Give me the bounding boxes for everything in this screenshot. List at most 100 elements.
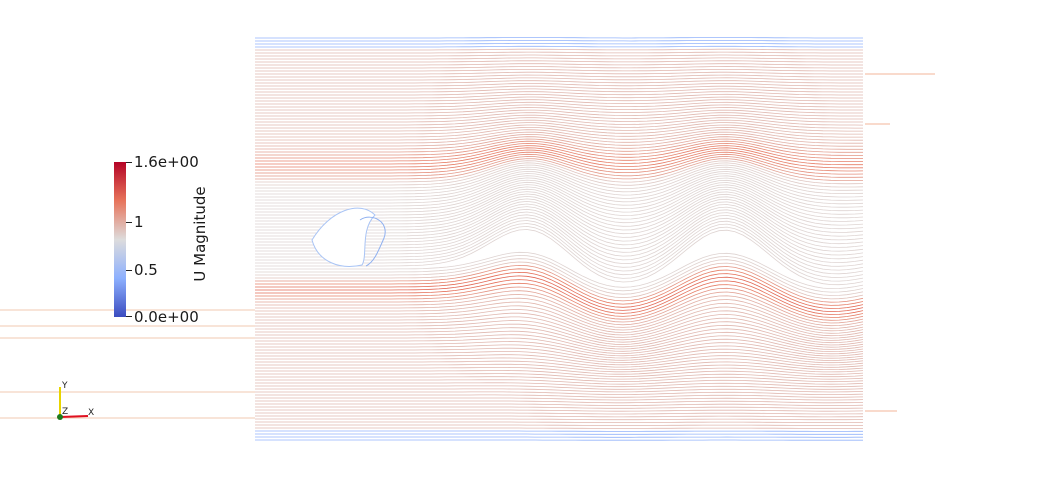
streamline (255, 66, 863, 69)
streamline (255, 151, 864, 172)
colorbar-tick (126, 270, 132, 271)
recirculation-zone (311, 207, 386, 267)
streamline (255, 275, 864, 313)
streamline (255, 109, 863, 117)
streamline (255, 80, 863, 84)
colorbar-gradient (114, 162, 126, 317)
streamline (255, 312, 864, 339)
colorbar-max-label: 1.6e+00 (134, 153, 199, 171)
streamline (255, 131, 863, 144)
colorbar-title: U Magnitude (191, 186, 209, 282)
streamline (255, 412, 864, 415)
streamline (255, 403, 864, 406)
streamline (255, 397, 864, 401)
streamline (255, 357, 864, 368)
streamline (255, 354, 864, 366)
streamline (255, 286, 864, 321)
streamline (255, 327, 864, 348)
streamline (255, 136, 863, 150)
streamline (255, 91, 863, 96)
streamline (255, 101, 863, 108)
streamline (255, 162, 864, 188)
streamline (255, 363, 864, 373)
streamline (255, 60, 863, 63)
streamline (255, 175, 864, 208)
streamline (255, 43, 863, 45)
streamline (255, 77, 863, 81)
streamline (255, 360, 864, 371)
color-legend: 1.6e+00 1 0.5 0.0e+00 U Magnitude (114, 154, 254, 326)
colorbar-tick (126, 316, 132, 317)
streamline (255, 254, 864, 293)
streamline (255, 156, 864, 178)
streamline (255, 251, 864, 290)
streamline (255, 63, 863, 66)
streamline (255, 99, 863, 105)
colorbar-tick (126, 162, 132, 163)
colorbar-min-label: 0.0e+00 (134, 308, 199, 326)
streamline (255, 261, 864, 300)
streamline (255, 427, 863, 429)
streamline (255, 69, 863, 72)
streamline (255, 124, 863, 135)
streamline (255, 114, 863, 123)
streamline (255, 323, 864, 346)
streamline (255, 388, 864, 393)
streamline (255, 133, 863, 147)
streamline (255, 48, 863, 51)
streamline (255, 88, 863, 93)
streamline (255, 168, 864, 198)
streamline (255, 391, 864, 395)
streamline (255, 107, 863, 114)
x-axis-arrow (59, 415, 89, 418)
streamline (255, 126, 863, 138)
streamline (255, 320, 864, 344)
streamline (255, 140, 863, 156)
colorbar-tick-label: 0.5 (134, 261, 158, 279)
streamline (255, 424, 864, 426)
streamline (255, 409, 864, 412)
streamline (255, 112, 863, 120)
streamline (255, 418, 863, 421)
streamline (255, 400, 864, 404)
streamline (255, 379, 864, 385)
streamline (255, 142, 863, 159)
streamline (255, 415, 864, 418)
streamline (255, 268, 864, 306)
streamline (255, 351, 864, 364)
streamline (255, 282, 864, 318)
streamlines (0, 37, 935, 441)
streamline (255, 382, 864, 388)
streamline (255, 104, 863, 111)
orientation-axes[interactable]: Y X Z (50, 378, 110, 428)
streamline (255, 153, 864, 175)
streamline (255, 138, 863, 153)
streamline (255, 74, 863, 78)
streamline (255, 258, 864, 296)
streamline (255, 173, 864, 205)
streamline (255, 406, 864, 409)
streamline (255, 37, 863, 39)
streamline (255, 145, 863, 162)
streamline (255, 71, 863, 75)
streamline (255, 334, 864, 353)
streamline (255, 316, 864, 341)
streamline (255, 344, 864, 359)
streamline (255, 85, 863, 90)
streamline (255, 271, 864, 309)
streamline (255, 297, 864, 329)
streamline (255, 149, 863, 169)
streamline (255, 301, 864, 332)
streamline (255, 166, 864, 194)
streamline (255, 83, 863, 87)
streamline (255, 337, 864, 355)
streamline (255, 421, 864, 423)
colorbar-tick (126, 222, 132, 223)
streamline (255, 96, 863, 102)
streamline (255, 45, 863, 48)
streamline (255, 370, 864, 378)
streamline (255, 51, 863, 54)
streamline (255, 385, 864, 390)
streamline (255, 309, 864, 337)
